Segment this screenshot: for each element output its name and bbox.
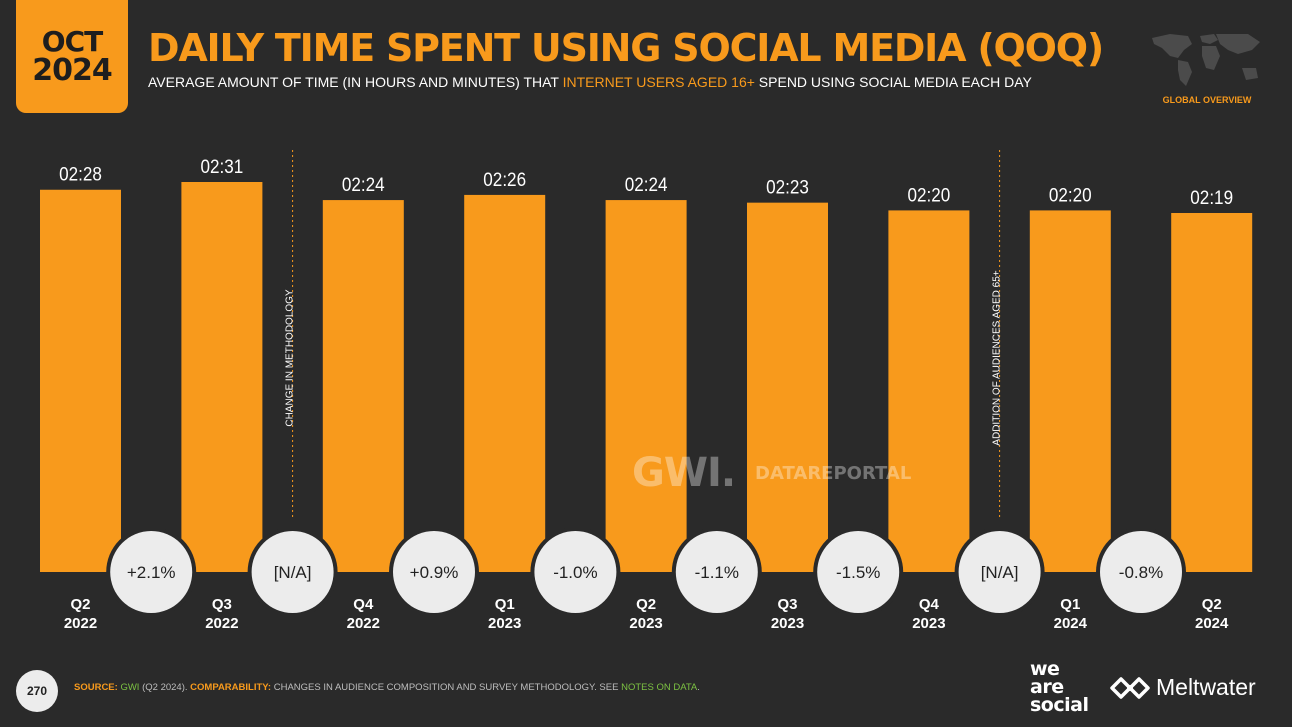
x-tick-label-year: 2024 — [1195, 615, 1229, 632]
date-year: 2024 — [32, 52, 112, 88]
bar-value-label: 02:28 — [59, 164, 102, 185]
bar — [40, 189, 121, 572]
change-label: +0.9% — [410, 563, 459, 582]
bar — [464, 194, 546, 572]
comparability-label: COMPARABILITY: — [190, 682, 272, 693]
change-bubble — [817, 531, 900, 613]
change-bubble — [393, 531, 475, 613]
bar-value-label: 02:24 — [625, 174, 668, 195]
bar — [1171, 212, 1253, 572]
subtitle-highlight: INTERNET USERS AGED 16+ — [562, 74, 755, 90]
subtitle-end: SPEND USING SOCIAL MEDIA EACH DAY — [754, 74, 1032, 90]
meltwater-logo: Meltwater — [1110, 674, 1256, 701]
bar-value-label: 02:26 — [483, 169, 526, 190]
notes-end: . — [697, 682, 700, 693]
bar-value-label: 02:31 — [201, 156, 244, 177]
datareportal-watermark: DATAREPORTAL — [755, 462, 912, 484]
bar — [747, 202, 828, 573]
x-tick-label-quarter: Q4 — [353, 596, 374, 613]
x-tick-label-quarter: Q2 — [1202, 596, 1222, 613]
logo-line-3: social — [1030, 694, 1089, 717]
subtitle-start: AVERAGE AMOUNT OF TIME (IN HOURS AND MIN… — [148, 74, 563, 90]
x-tick-label-year: 2024 — [1054, 615, 1088, 632]
x-tick-label-year: 2023 — [488, 615, 521, 632]
change-bubble — [675, 531, 758, 613]
x-tick-label-year: 2022 — [205, 615, 238, 632]
world-map-icon — [1152, 34, 1260, 86]
meltwater-name: Meltwater — [1156, 674, 1256, 700]
page-subtitle: AVERAGE AMOUNT OF TIME (IN HOURS AND MIN… — [148, 74, 1032, 90]
x-tick-label-quarter: Q2 — [636, 596, 656, 613]
x-tick-label-year: 2023 — [912, 615, 945, 632]
bar-value-label: 02:20 — [908, 185, 951, 206]
x-tick-label-year: 2022 — [64, 615, 97, 632]
change-label: -1.0% — [553, 563, 597, 582]
change-label: -0.8% — [1119, 563, 1163, 582]
comparability-text: CHANGES IN AUDIENCE COMPOSITION AND SURV… — [271, 682, 622, 693]
meltwater-icon — [1110, 676, 1150, 699]
change-bubble — [1100, 531, 1182, 613]
change-bubble — [110, 531, 193, 613]
date-badge: OCT 2024 — [16, 0, 128, 113]
x-tick-label-year: 2022 — [347, 615, 380, 632]
logo-line-2: are — [1030, 676, 1064, 699]
x-tick-label-quarter: Q4 — [919, 596, 940, 613]
x-tick-label-year: 2023 — [771, 615, 804, 632]
bar — [1029, 210, 1111, 573]
change-label: -1.5% — [836, 563, 880, 582]
change-label: [N/A] — [274, 563, 312, 582]
page-number: 270 — [16, 670, 58, 712]
change-bubble — [534, 531, 617, 613]
page-title: DAILY TIME SPENT USING SOCIAL MEDIA (QOQ… — [148, 26, 1104, 70]
bar — [888, 210, 970, 573]
annotation-label: ADDITION OF AUDIENCES AGED 65+ — [992, 270, 1003, 445]
bar-value-label: 02:19 — [1190, 187, 1233, 208]
bar — [181, 182, 263, 572]
bar-value-label: 02:23 — [766, 177, 809, 198]
source-label: SOURCE: — [74, 682, 118, 693]
source-detail: (Q2 2024). — [139, 682, 191, 693]
bar — [605, 200, 687, 572]
section-label: GLOBAL OVERVIEW — [1162, 95, 1252, 105]
change-label: [N/A] — [981, 563, 1019, 582]
notes-link[interactable]: NOTES ON DATA — [621, 682, 698, 693]
source-footer: SOURCE: GWI (Q2 2024). COMPARABILITY: CH… — [74, 682, 700, 693]
bar-value-label: 02:24 — [342, 174, 385, 195]
change-bubble — [958, 531, 1041, 613]
x-tick-label-quarter: Q1 — [495, 596, 515, 613]
source-link[interactable]: GWI — [120, 682, 140, 693]
gwi-watermark: GWI. — [632, 450, 736, 496]
x-tick-label-quarter: Q3 — [212, 596, 232, 613]
change-label: -1.1% — [695, 563, 739, 582]
change-label: +2.1% — [127, 563, 176, 582]
logo-line-1: we — [1030, 658, 1060, 680]
bar — [322, 200, 404, 572]
bar-value-label: 02:20 — [1049, 185, 1092, 206]
change-bubble — [251, 531, 334, 613]
annotation-label: CHANGE IN METHODOLOGY — [285, 289, 296, 427]
x-tick-label-quarter: Q3 — [777, 596, 797, 613]
date-month: OCT — [41, 24, 103, 58]
watermark: GWI. DATAREPORTAL — [632, 450, 911, 496]
we-are-social-logo: we are social — [1030, 658, 1089, 717]
x-tick-label-year: 2023 — [629, 615, 662, 632]
x-tick-label-quarter: Q1 — [1060, 596, 1080, 613]
x-tick-label-quarter: Q2 — [70, 596, 90, 613]
